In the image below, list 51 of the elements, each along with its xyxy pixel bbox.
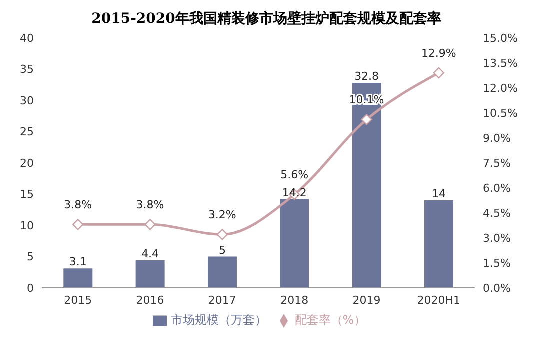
y-tick-label: 40 xyxy=(20,32,34,45)
x-tick-label: 2018 xyxy=(280,294,309,307)
data-label: 5 xyxy=(218,244,226,257)
point xyxy=(144,219,156,230)
x-tick-label: 2015 xyxy=(64,294,92,307)
y2-tick-label: 3.0% xyxy=(483,232,511,245)
data-label: 14 xyxy=(432,188,446,200)
data-label: 3.8% xyxy=(136,198,164,212)
y-tick-label: 0 xyxy=(27,282,34,295)
data-label: 3.1 xyxy=(69,256,87,269)
y2-tick-label: 12.0% xyxy=(483,82,518,95)
y-tick-label: 35 xyxy=(20,63,34,76)
point xyxy=(216,229,228,240)
y2-tick-label: 10.5% xyxy=(483,106,518,120)
bar xyxy=(64,268,93,288)
bar xyxy=(352,83,382,288)
y-tick-label: 25 xyxy=(20,126,34,139)
y-tick-label: 5 xyxy=(27,250,34,264)
x-tick-label: 2019 xyxy=(352,294,381,307)
data-label: 3.8% xyxy=(64,198,92,212)
y2-tick-label: 13.5% xyxy=(483,56,518,70)
point xyxy=(433,67,445,79)
y2-tick-label: 1.5% xyxy=(483,256,511,270)
y-tick-label: 15 xyxy=(20,188,34,202)
data-label: 5.6% xyxy=(280,168,309,182)
legend-label: 配套率（%） xyxy=(294,313,366,327)
y2-tick-label: 0.0% xyxy=(483,282,511,295)
point xyxy=(361,114,372,126)
x-tick-label: 2017 xyxy=(208,294,236,307)
data-label: 4.4 xyxy=(142,248,160,260)
point xyxy=(72,219,84,230)
chart-title: 2015-2020年我国精装修市场壁挂炉配套规模及配套率 xyxy=(90,10,442,29)
bar xyxy=(136,260,165,288)
data-label: 12.9% xyxy=(421,47,456,60)
bar xyxy=(280,199,310,288)
y2-tick-label: 15.0% xyxy=(483,32,518,45)
x-tick-label: 2016 xyxy=(136,294,164,307)
y2-tick-label: 9.0% xyxy=(483,132,511,145)
legend-label: 市场规模（万套） xyxy=(170,313,267,327)
x-tick-label: 2020H1 xyxy=(417,294,461,307)
data-label: 32.8 xyxy=(354,70,380,83)
y-tick-label: 30 xyxy=(20,94,34,108)
bar xyxy=(424,200,454,288)
data-label: 14.2 xyxy=(282,186,307,200)
y-tick-label: 10 xyxy=(20,219,34,232)
y2-tick-label: 6.0% xyxy=(483,182,511,195)
bar xyxy=(208,256,237,288)
y2-tick-label: 4.5% xyxy=(483,206,511,220)
y-tick-label: 20 xyxy=(20,156,34,170)
data-label: 3.2% xyxy=(208,208,236,222)
y2-tick-label: 7.5% xyxy=(483,156,511,170)
